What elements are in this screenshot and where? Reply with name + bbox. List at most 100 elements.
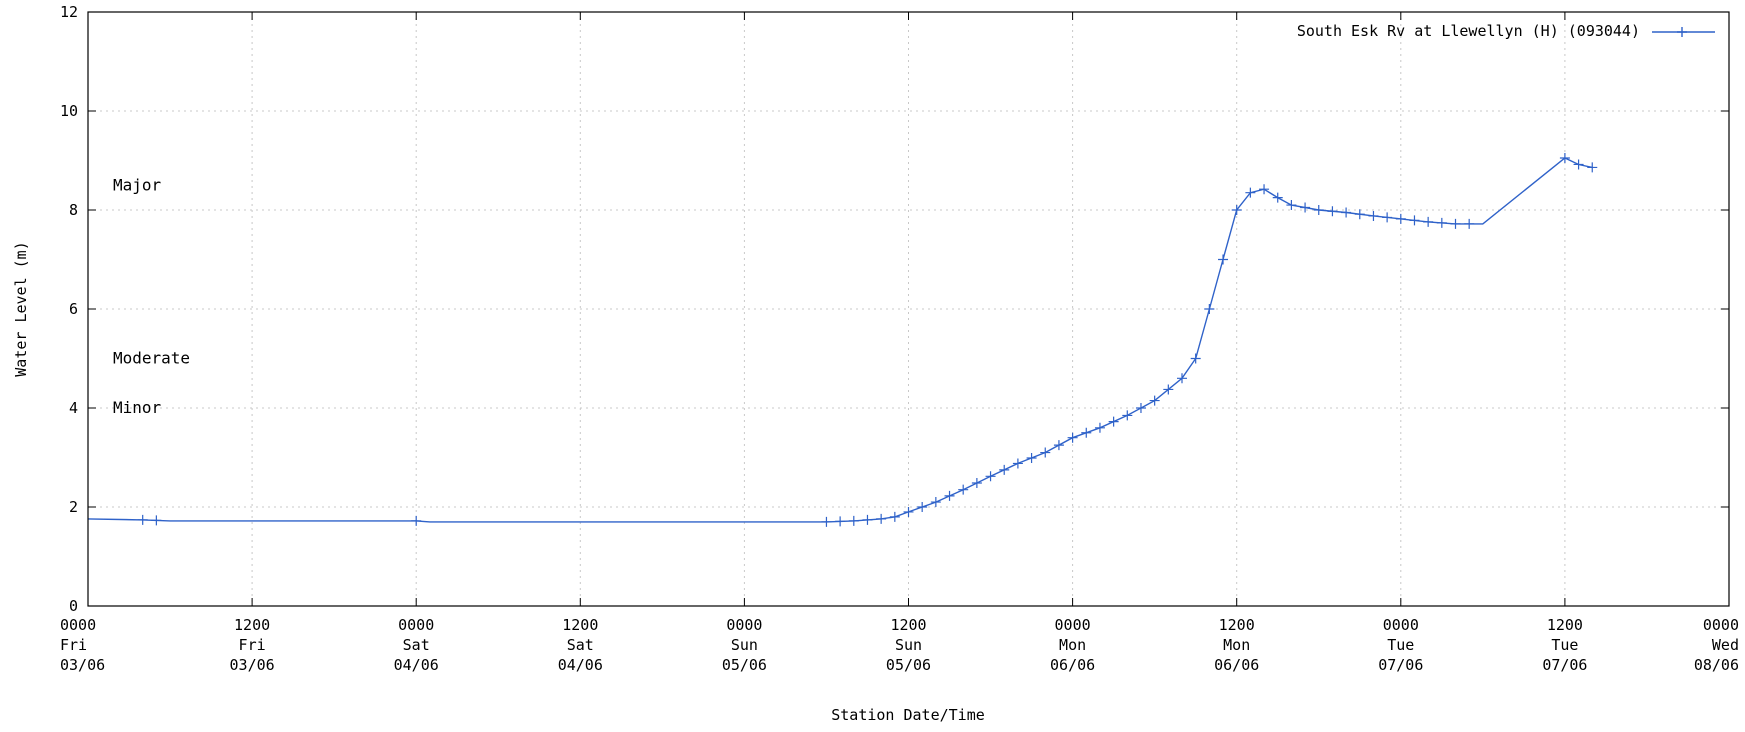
data-point-marker	[1204, 304, 1214, 314]
data-point-marker	[1437, 218, 1447, 228]
data-point-marker	[890, 512, 900, 522]
data-point-marker	[986, 471, 996, 481]
data-point-marker	[1355, 209, 1365, 219]
x-tick-date: 05/06	[722, 656, 767, 674]
x-tick-date: 06/06	[1214, 656, 1259, 674]
data-point-marker	[835, 516, 845, 526]
x-tick-day: Wed	[1712, 636, 1739, 654]
y-tick-label: 12	[60, 3, 78, 21]
x-tick-time: 0000	[398, 616, 434, 634]
data-point-marker	[876, 514, 886, 524]
x-tick-time: 1200	[890, 616, 926, 634]
data-point-marker	[1464, 219, 1474, 229]
x-tick-date: 07/06	[1542, 656, 1587, 674]
data-point-marker	[1368, 211, 1378, 221]
data-point-marker	[1574, 159, 1584, 169]
x-tick-date: 07/06	[1378, 656, 1423, 674]
y-tick-label: 6	[69, 300, 78, 318]
threshold-label-major: Major	[113, 175, 162, 194]
x-tick-date: 08/06	[1694, 656, 1739, 674]
data-point-marker	[1451, 219, 1461, 229]
data-point-marker	[411, 516, 421, 526]
data-point-marker	[999, 465, 1009, 475]
x-axis-title: Station Date/Time	[831, 706, 985, 724]
x-tick-date: 03/06	[60, 656, 105, 674]
data-point-marker	[1314, 205, 1324, 215]
x-tick-day: Sun	[731, 636, 758, 654]
series-line	[88, 158, 1592, 522]
y-tick-label: 8	[69, 201, 78, 219]
x-tick-day: Tue	[1387, 636, 1414, 654]
x-tick-time: 0000	[1703, 616, 1739, 634]
y-axis-title: Water Level (m)	[12, 241, 30, 376]
data-point-marker	[1423, 217, 1433, 227]
x-tick-time: 0000	[1055, 616, 1091, 634]
threshold-labels: Major Moderate Minor	[113, 175, 190, 417]
data-point-marker	[1409, 215, 1419, 225]
data-point-marker	[1109, 417, 1119, 427]
data-point-marker	[1095, 423, 1105, 433]
x-tick-time: 0000	[60, 616, 96, 634]
data-point-marker	[1286, 200, 1296, 210]
data-point-marker	[1040, 448, 1050, 458]
data-point-marker	[972, 478, 982, 488]
data-point-marker	[958, 485, 968, 495]
y-tick-label: 10	[60, 102, 78, 120]
data-point-marker	[1054, 440, 1064, 450]
data-point-marker	[1013, 458, 1023, 468]
y-tick-label: 0	[69, 597, 78, 615]
data-point-marker	[1259, 184, 1269, 194]
data-point-marker	[917, 502, 927, 512]
data-point-marker	[945, 491, 955, 501]
x-tick-date: 04/06	[394, 656, 439, 674]
data-point-marker	[1327, 206, 1337, 216]
x-tick-date: 05/06	[886, 656, 931, 674]
data-point-marker	[1122, 410, 1132, 420]
data-point-marker	[931, 497, 941, 507]
data-point-marker	[1396, 214, 1406, 224]
data-point-marker	[904, 507, 914, 517]
x-tick-time: 1200	[1547, 616, 1583, 634]
data-point-marker	[1191, 354, 1201, 364]
x-tick-day: Sat	[403, 636, 430, 654]
legend-label: South Esk Rv at Llewellyn (H) (093044)	[1297, 22, 1640, 40]
legend-marker-swatch	[1677, 27, 1687, 37]
data-point-marker	[138, 515, 148, 525]
data-point-marker	[1587, 162, 1597, 172]
x-tick-time: 0000	[726, 616, 762, 634]
x-tick-time: 0000	[1383, 616, 1419, 634]
series-layer	[88, 153, 1597, 527]
data-point-marker	[1218, 255, 1228, 265]
x-tick-time: 1200	[234, 616, 270, 634]
data-point-marker	[1081, 428, 1091, 438]
x-tick-date: 04/06	[558, 656, 603, 674]
x-tick-day: Mon	[1223, 636, 1250, 654]
x-tick-time: 1200	[1219, 616, 1255, 634]
data-point-marker	[849, 516, 859, 526]
data-point-marker	[1341, 207, 1351, 217]
threshold-label-minor: Minor	[113, 398, 162, 417]
y-tick-label: 4	[69, 399, 78, 417]
series-markers	[138, 153, 1598, 527]
data-point-marker	[821, 517, 831, 527]
data-point-marker	[1136, 403, 1146, 413]
x-tick-time: 1200	[562, 616, 598, 634]
data-point-marker	[862, 515, 872, 525]
x-tick-day: Sat	[567, 636, 594, 654]
x-tick-day: Fri	[60, 636, 87, 654]
x-tick-day: Fri	[239, 636, 266, 654]
data-point-marker	[1273, 193, 1283, 203]
legend: South Esk Rv at Llewellyn (H) (093044)	[1297, 22, 1715, 40]
x-tick-day: Mon	[1059, 636, 1086, 654]
y-tick-label: 2	[69, 498, 78, 516]
x-tick-date: 06/06	[1050, 656, 1095, 674]
x-tick-day: Tue	[1551, 636, 1578, 654]
data-point-marker	[1068, 433, 1078, 443]
x-tick-day: Sun	[895, 636, 922, 654]
data-point-marker	[1382, 212, 1392, 222]
data-point-marker	[1300, 203, 1310, 213]
x-tick-date: 03/06	[230, 656, 275, 674]
threshold-label-moderate: Moderate	[113, 349, 190, 368]
data-point-marker	[1027, 453, 1037, 463]
